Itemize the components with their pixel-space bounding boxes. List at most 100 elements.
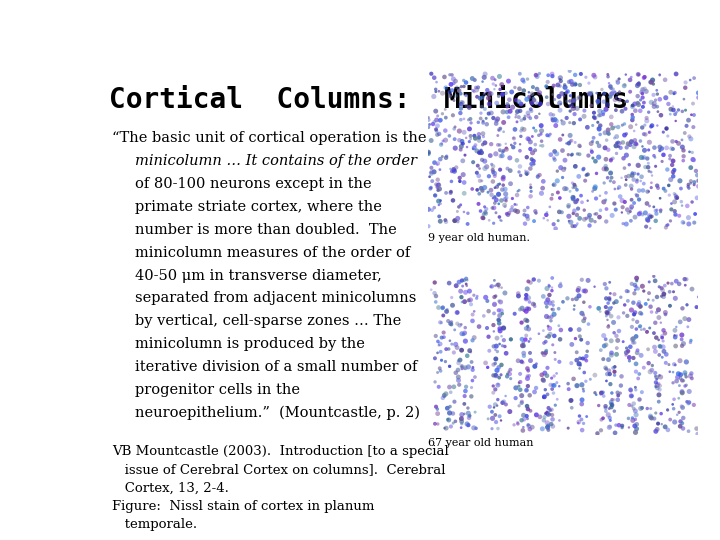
Point — [623, 208, 634, 217]
Point — [459, 323, 471, 332]
Point — [578, 112, 590, 120]
Point — [447, 419, 459, 428]
Point — [515, 386, 526, 394]
Point — [621, 151, 632, 159]
Point — [532, 172, 544, 181]
Point — [541, 418, 553, 427]
Point — [514, 84, 526, 93]
Point — [516, 318, 527, 327]
Point — [605, 416, 616, 425]
Point — [644, 201, 655, 210]
Point — [586, 147, 598, 156]
Point — [639, 163, 651, 171]
Point — [638, 130, 649, 138]
Point — [629, 407, 641, 415]
Point — [550, 122, 562, 130]
Point — [631, 424, 642, 433]
Point — [572, 204, 584, 213]
Point — [516, 116, 527, 125]
Point — [598, 165, 610, 173]
Point — [489, 184, 500, 192]
Point — [522, 75, 534, 83]
Point — [608, 363, 619, 372]
Text: progenitor cells in the: progenitor cells in the — [135, 383, 300, 397]
Point — [432, 186, 444, 194]
Point — [652, 379, 663, 387]
Point — [665, 415, 676, 424]
Point — [655, 206, 667, 214]
Point — [571, 356, 582, 364]
Point — [642, 216, 654, 225]
Point — [647, 171, 658, 180]
Point — [475, 114, 487, 123]
Point — [435, 196, 446, 205]
Point — [522, 405, 534, 414]
Point — [455, 90, 467, 98]
Point — [483, 109, 495, 118]
Point — [685, 76, 696, 84]
Point — [483, 333, 495, 341]
Point — [636, 87, 647, 96]
Point — [639, 73, 650, 82]
Point — [564, 131, 576, 140]
Point — [492, 424, 504, 433]
Point — [650, 378, 662, 387]
Point — [448, 382, 459, 391]
Point — [541, 82, 552, 91]
Text: “The basic unit of cortical operation is the: “The basic unit of cortical operation is… — [112, 131, 427, 145]
Point — [629, 286, 641, 294]
Point — [600, 294, 612, 303]
Point — [490, 76, 501, 84]
Point — [438, 393, 450, 401]
Point — [618, 154, 629, 163]
Point — [446, 167, 458, 176]
Point — [645, 413, 657, 422]
Point — [602, 70, 613, 79]
Point — [624, 342, 635, 351]
Point — [693, 177, 704, 185]
Point — [479, 90, 490, 98]
Point — [627, 113, 639, 122]
Point — [504, 107, 516, 116]
Point — [534, 171, 546, 179]
Point — [434, 340, 446, 348]
Point — [564, 91, 576, 100]
Point — [541, 410, 552, 418]
Point — [480, 208, 491, 217]
Point — [578, 164, 590, 173]
Point — [489, 193, 500, 201]
Point — [593, 401, 605, 410]
Point — [516, 399, 528, 407]
Point — [630, 139, 642, 148]
Point — [683, 399, 694, 408]
Point — [459, 387, 471, 395]
Point — [447, 111, 459, 119]
Point — [546, 374, 557, 382]
Point — [564, 97, 575, 105]
Point — [604, 370, 616, 379]
Point — [562, 202, 574, 211]
Point — [634, 309, 646, 318]
Point — [484, 347, 495, 355]
Point — [598, 355, 609, 363]
Point — [523, 422, 535, 430]
Point — [664, 191, 675, 199]
Point — [483, 216, 495, 225]
Point — [653, 313, 665, 322]
Point — [565, 102, 577, 110]
Point — [469, 333, 480, 342]
Point — [685, 369, 697, 377]
Point — [608, 290, 620, 299]
Point — [660, 329, 671, 338]
Point — [520, 294, 531, 302]
Point — [459, 151, 471, 159]
Point — [454, 127, 465, 136]
Point — [469, 144, 480, 152]
Point — [654, 282, 665, 291]
Point — [462, 352, 473, 360]
Point — [678, 95, 690, 104]
Point — [482, 188, 494, 197]
Point — [646, 78, 657, 86]
Point — [487, 414, 498, 423]
Point — [554, 281, 566, 290]
